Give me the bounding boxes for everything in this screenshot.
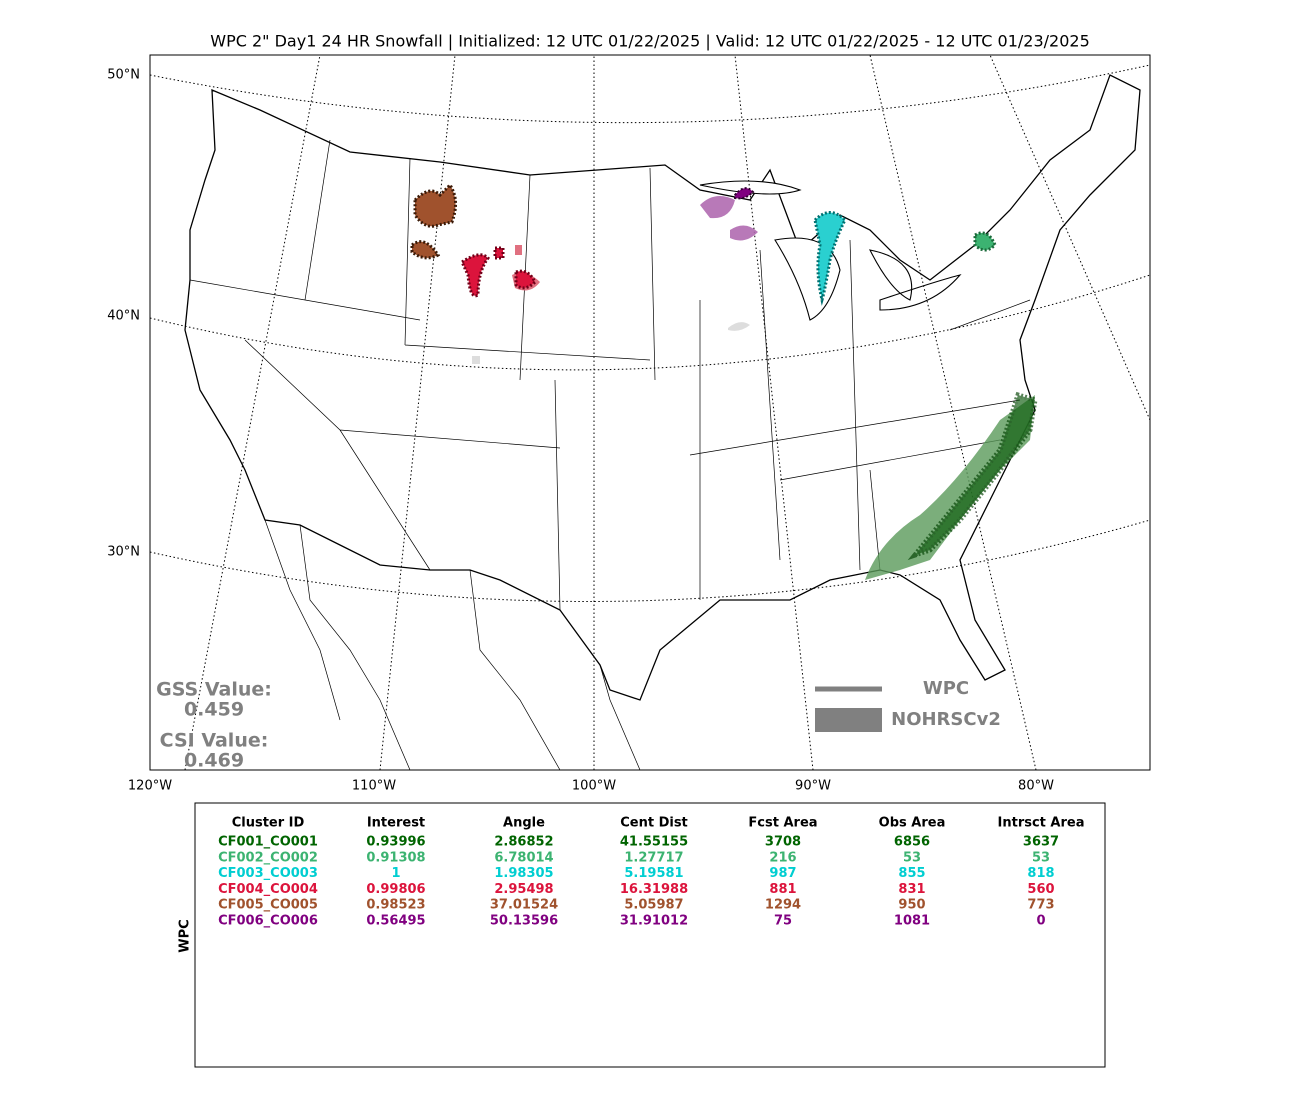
table-cell: 0: [1036, 914, 1045, 929]
table-cell: 0.99806: [366, 882, 425, 897]
column-header: Interest: [367, 816, 425, 831]
table-cell: CF001_CO001: [218, 835, 318, 850]
table-cell: 1294: [765, 898, 801, 913]
table-cell: 0.56495: [366, 914, 425, 929]
state-lines: [189, 139, 1031, 611]
parallel: [150, 64, 1150, 602]
table-cell: 560: [1027, 882, 1054, 897]
table-cell: 16.31988: [620, 882, 688, 897]
column-header: Angle: [503, 816, 545, 831]
table-cell: 818: [1027, 866, 1054, 881]
column-header: Cent Dist: [620, 816, 688, 831]
table-cell: 6.78014: [494, 850, 553, 865]
lon-label: 80°W: [1018, 779, 1054, 794]
meridian: [184, 55, 1150, 770]
fcst-area: [813, 211, 847, 306]
table-cell: 2.95498: [494, 882, 553, 897]
table-side-label: WPC: [178, 919, 193, 952]
table-cell: 37.01524: [490, 898, 558, 913]
table-cell: 5.05987: [624, 898, 683, 913]
table-cell: 0.93996: [366, 835, 425, 850]
mexico-border: [264, 519, 641, 770]
lon-label: 100°W: [572, 779, 616, 794]
fcst-area: [734, 187, 755, 200]
table-cell: 950: [898, 898, 925, 913]
table-cell: 3708: [765, 835, 801, 850]
column-header: Obs Area: [879, 816, 946, 831]
legend-label: NOHRSCv2: [891, 709, 1001, 730]
fcst-area: [410, 182, 457, 260]
legend-label: WPC: [923, 678, 969, 699]
table-cell: 831: [898, 882, 925, 897]
table-cell: 31.91012: [620, 914, 688, 929]
obs-area: [865, 395, 1035, 580]
table-cell: 5.19581: [624, 866, 683, 881]
table-cell: CF006_CO006: [218, 914, 318, 929]
score-value: 0.469: [184, 750, 244, 772]
table-cell: 0.91308: [366, 850, 425, 865]
lat-label: 50°N: [107, 68, 140, 83]
table-cell: 1.27717: [624, 850, 683, 865]
great-lakes: [699, 180, 962, 321]
table-cell: 53: [1032, 850, 1050, 865]
table-cell: 855: [898, 866, 925, 881]
table-cell: 41.55155: [620, 835, 688, 850]
table-cell: 881: [769, 882, 796, 897]
title: WPC 2" Day1 24 HR Snowfall | Initialized…: [210, 32, 1090, 51]
fcst-area: [973, 231, 997, 252]
table-cell: 1.98305: [494, 866, 553, 881]
lon-label: 120°W: [128, 779, 172, 794]
column-header: Fcst Area: [748, 816, 817, 831]
table-cell: 216: [769, 850, 796, 865]
table-cell: 53: [903, 850, 921, 865]
table-cell: CF005_CO005: [218, 898, 318, 913]
lat-label: 30°N: [107, 545, 140, 560]
table-cell: CF004_CO004: [218, 882, 318, 897]
table-cell: 3637: [1023, 835, 1059, 850]
table-frame: [194, 802, 1106, 1068]
map: [149, 54, 1151, 771]
fcst-area: [907, 391, 1038, 561]
table-cell: CF002_CO002: [218, 850, 318, 865]
table-cell: CF003_CO003: [218, 866, 318, 881]
score-value: 0.459: [184, 699, 244, 721]
table-cell: 6856: [894, 835, 930, 850]
table-cell: 1081: [894, 914, 930, 929]
table-cell: 773: [1027, 898, 1054, 913]
lon-label: 110°W: [352, 779, 396, 794]
table-cell: 2.86852: [494, 835, 553, 850]
table-cell: 75: [774, 914, 792, 929]
obs-area: [700, 196, 758, 241]
table-cell: 50.13596: [490, 914, 558, 929]
fcst-area: [460, 246, 537, 298]
column-header: Intrsct Area: [998, 816, 1085, 831]
lat-label: 40°N: [107, 309, 140, 324]
column-header: Cluster ID: [232, 816, 305, 831]
table-cell: 1: [391, 866, 400, 881]
score-label: GSS Value:: [156, 679, 272, 701]
lon-label: 90°W: [795, 779, 831, 794]
table-cell: 987: [769, 866, 796, 881]
legend-patch: [815, 708, 882, 732]
score-label: CSI Value:: [160, 730, 269, 752]
table-cell: 0.98523: [366, 898, 425, 913]
